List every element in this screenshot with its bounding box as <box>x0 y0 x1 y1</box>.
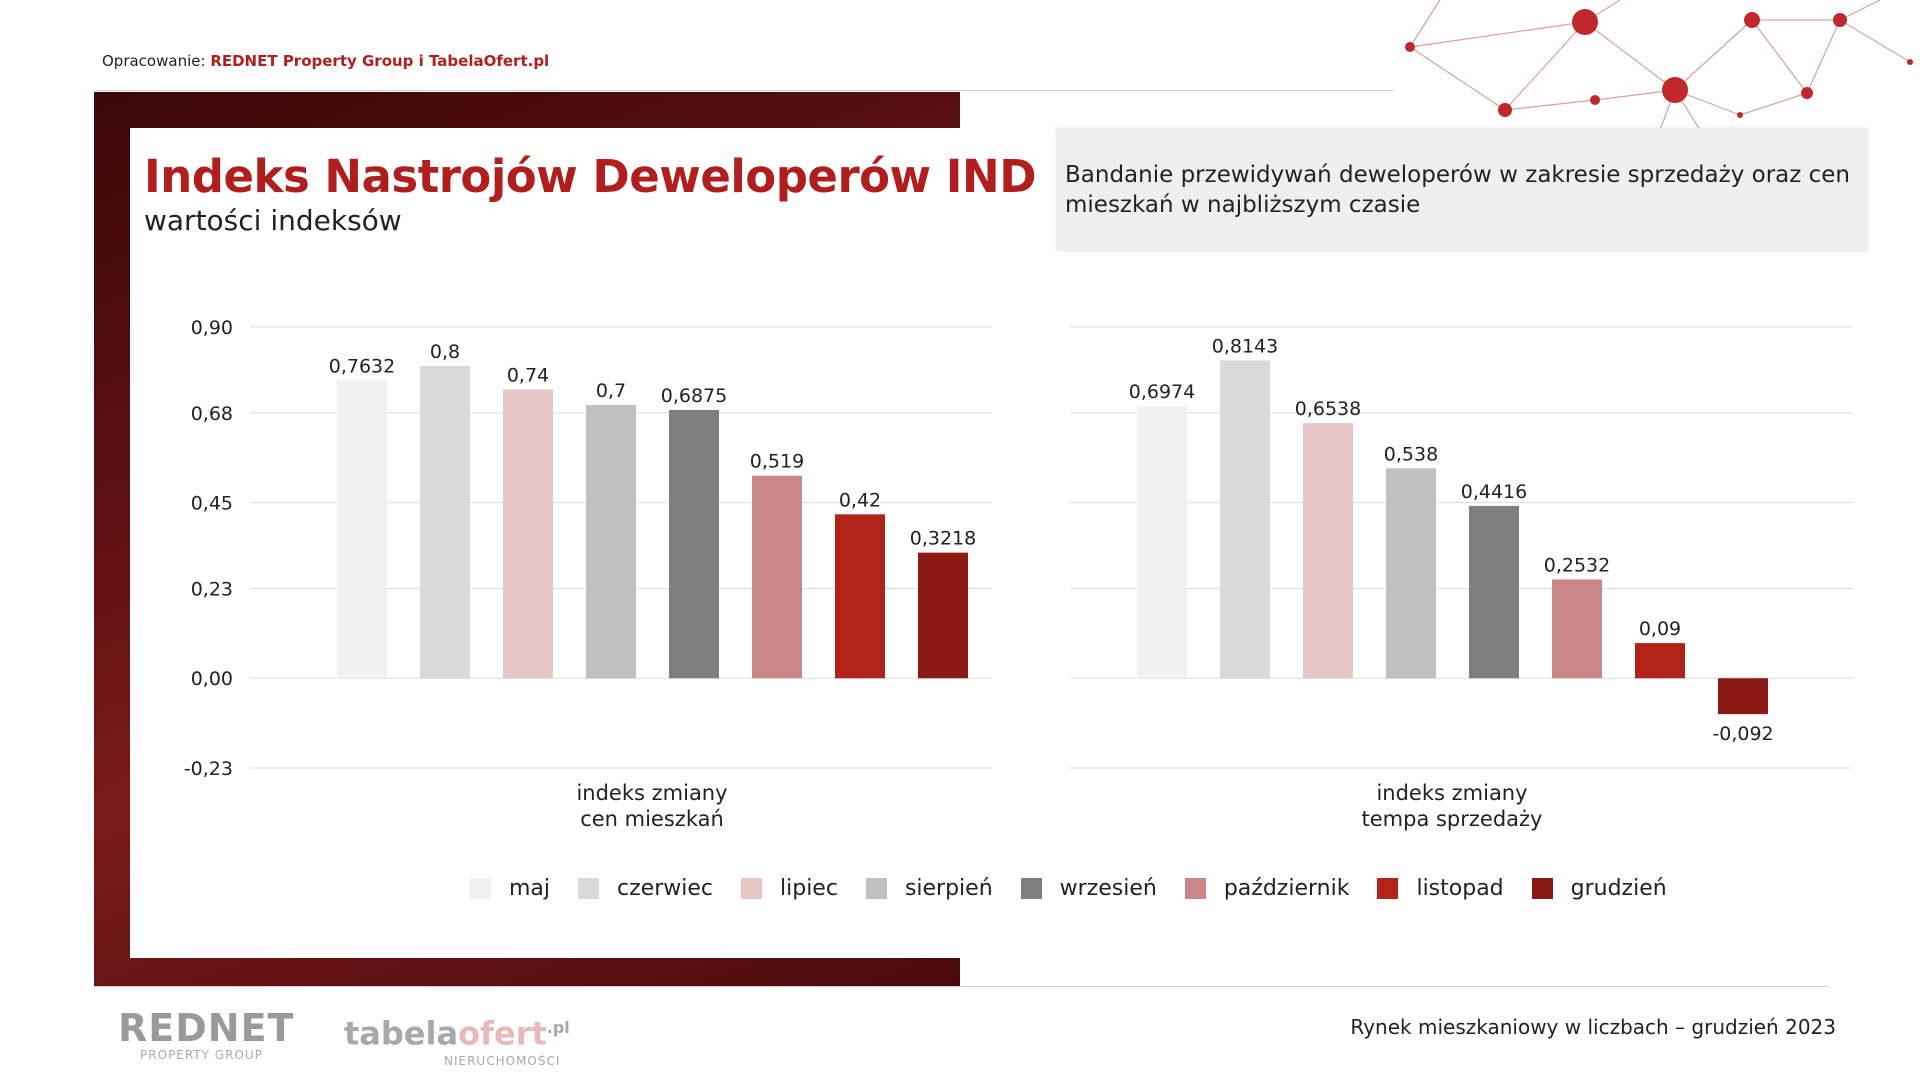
bottom-divider <box>94 986 1829 987</box>
chart-2-xlabel-line-2: tempa sprzedaży <box>1361 807 1543 831</box>
chart-1-bar-lipiec <box>503 389 553 679</box>
tabelaofert-logo-b: ofert <box>458 1014 547 1053</box>
credit-source: REDNET Property Group i TabelaOfert.pl <box>210 52 550 70</box>
chart-1-value-label-maj: 0,7632 <box>329 355 395 377</box>
legend-swatch <box>865 878 887 899</box>
chart-1-xlabel-line-1: indeks zmiany <box>576 781 728 805</box>
chart-2-xlabel: indeks zmiany tempa sprzedaży <box>1302 780 1602 832</box>
legend-label: grudzień <box>1570 876 1667 901</box>
legend-label: sierpień <box>904 876 993 901</box>
chart-2-bar-październik <box>1552 579 1602 679</box>
chart-1-value-label-wrzesień: 0,6875 <box>661 385 727 407</box>
chart-2-bar-wrzesień <box>1469 505 1519 679</box>
legend-item-maj: maj <box>470 876 550 901</box>
chart-2-bar-grudzień <box>1718 678 1768 715</box>
rednet-logo-main: REDNET <box>118 1006 295 1050</box>
chart-1-bar-maj <box>337 380 387 679</box>
chart-legend: maj czerwiec lipiec sierpień wrzesień paździe… <box>470 876 1695 901</box>
chart-2-value-label-sierpień: 0,538 <box>1384 443 1438 465</box>
chart-2-value-label-maj: 0,6974 <box>1129 381 1195 403</box>
chart-1-bar-październik <box>752 475 802 679</box>
page-subtitle: wartości indeksów <box>144 204 402 237</box>
legend-swatch <box>1184 878 1206 899</box>
chart-1-bar-wrzesień <box>669 409 719 679</box>
footer-caption: Rynek mieszkaniowy w liczbach – grudzień… <box>1350 1015 1836 1039</box>
chart-2-xlabel-line-1: indeks zmiany <box>1376 781 1528 805</box>
chart-1-ytick-label-1: 0,68 <box>191 403 233 425</box>
chart-1-value-label-czerwiec: 0,8 <box>430 341 460 363</box>
chart-2-value-label-listopad: 0,09 <box>1639 618 1681 640</box>
legend-item-lipiec: lipiec <box>741 876 838 901</box>
legend-swatch <box>470 878 491 899</box>
chart-1-bar-grudzień <box>918 552 968 679</box>
credit-line: Opracowanie: REDNET Property Group i Tab… <box>102 52 549 70</box>
chart-1-ytick-label-5: -0,23 <box>184 758 233 780</box>
chart-2-bar-lipiec <box>1303 423 1353 679</box>
tabelaofert-logo: tabelaofert.pl NIERUCHOMOŚCI <box>344 1008 570 1068</box>
tabelaofert-logo-a: tabela <box>344 1014 459 1053</box>
legend-label: listopad <box>1416 876 1504 901</box>
legend-item-sierpień: sierpień <box>865 876 993 901</box>
page-title: Indeks Nastrojów Deweloperów IND <box>144 150 1037 203</box>
rednet-logo: REDNET PROPERTY GROUP <box>118 1008 294 1062</box>
rednet-logo-sub: PROPERTY GROUP <box>140 1048 263 1062</box>
chart-2-value-label-lipiec: 0,6538 <box>1295 398 1361 420</box>
chart-1-ytick-label-4: 0,00 <box>191 668 233 690</box>
legend-item-czerwiec: czerwiec <box>578 876 713 901</box>
tabelaofert-logo-c: .pl <box>546 1018 570 1037</box>
legend-label: wrzesień <box>1059 876 1157 901</box>
top-divider <box>94 90 1394 91</box>
legend-swatch <box>1377 878 1399 899</box>
chart-1-bar-listopad <box>835 514 885 679</box>
legend-item-wrzesień: wrzesień <box>1020 876 1157 901</box>
chart-1-value-label-listopad: 0,42 <box>839 489 881 511</box>
legend-label: lipiec <box>780 876 838 901</box>
legend-label: czerwiec <box>617 876 713 901</box>
chart-1-bar-czerwiec <box>420 366 470 679</box>
chart-2-bar-maj <box>1137 406 1187 679</box>
legend-label: maj <box>509 876 551 901</box>
legend-item-październik: październik <box>1184 876 1350 901</box>
legend-swatch <box>1020 878 1042 899</box>
chart-1-value-label-sierpień: 0,7 <box>596 380 626 402</box>
legend-swatch <box>741 878 762 899</box>
chart-1-ytick-label-0: 0,90 <box>191 317 233 339</box>
chart-1-value-label-lipiec: 0,74 <box>507 364 549 386</box>
network-graphic-icon <box>1405 0 1913 130</box>
chart-2-bar-sierpień <box>1386 468 1436 679</box>
chart-2-value-label-czerwiec: 0,8143 <box>1212 335 1278 357</box>
tabelaofert-logo-main: tabelaofert.pl <box>344 1008 570 1054</box>
legend-swatch <box>1531 878 1553 899</box>
note-text: Bandanie przewidywań deweloperów w zakre… <box>1065 162 1850 218</box>
chart-2-bar-czerwiec <box>1220 360 1270 679</box>
chart-1-bar-sierpień <box>586 405 636 679</box>
legend-item-listopad: listopad <box>1377 876 1504 901</box>
chart-1-value-label-październik: 0,519 <box>750 451 804 473</box>
chart-2-bar-listopad <box>1635 643 1685 679</box>
chart-1-ytick-label-3: 0,23 <box>191 578 233 600</box>
chart-2-value-label-grudzień: -0,092 <box>1712 723 1773 745</box>
chart-1-xlabel: indeks zmiany cen mieszkań <box>502 780 802 832</box>
tabelaofert-logo-sub: NIERUCHOMOŚCI <box>444 1053 561 1068</box>
chart-1-xlabel-line-2: cen mieszkań <box>580 807 724 831</box>
legend-item-grudzień: grudzień <box>1531 876 1667 901</box>
chart-1-ytick-label-2: 0,45 <box>191 493 233 515</box>
chart-2-value-label-wrzesień: 0,4416 <box>1461 481 1527 503</box>
note-box <box>1056 128 1868 251</box>
chart-1-value-label-grudzień: 0,3218 <box>910 528 976 550</box>
credit-prefix: Opracowanie: <box>102 52 206 70</box>
legend-label: październik <box>1223 876 1350 901</box>
legend-swatch <box>578 878 600 899</box>
chart-2-value-label-październik: 0,2532 <box>1544 554 1610 576</box>
